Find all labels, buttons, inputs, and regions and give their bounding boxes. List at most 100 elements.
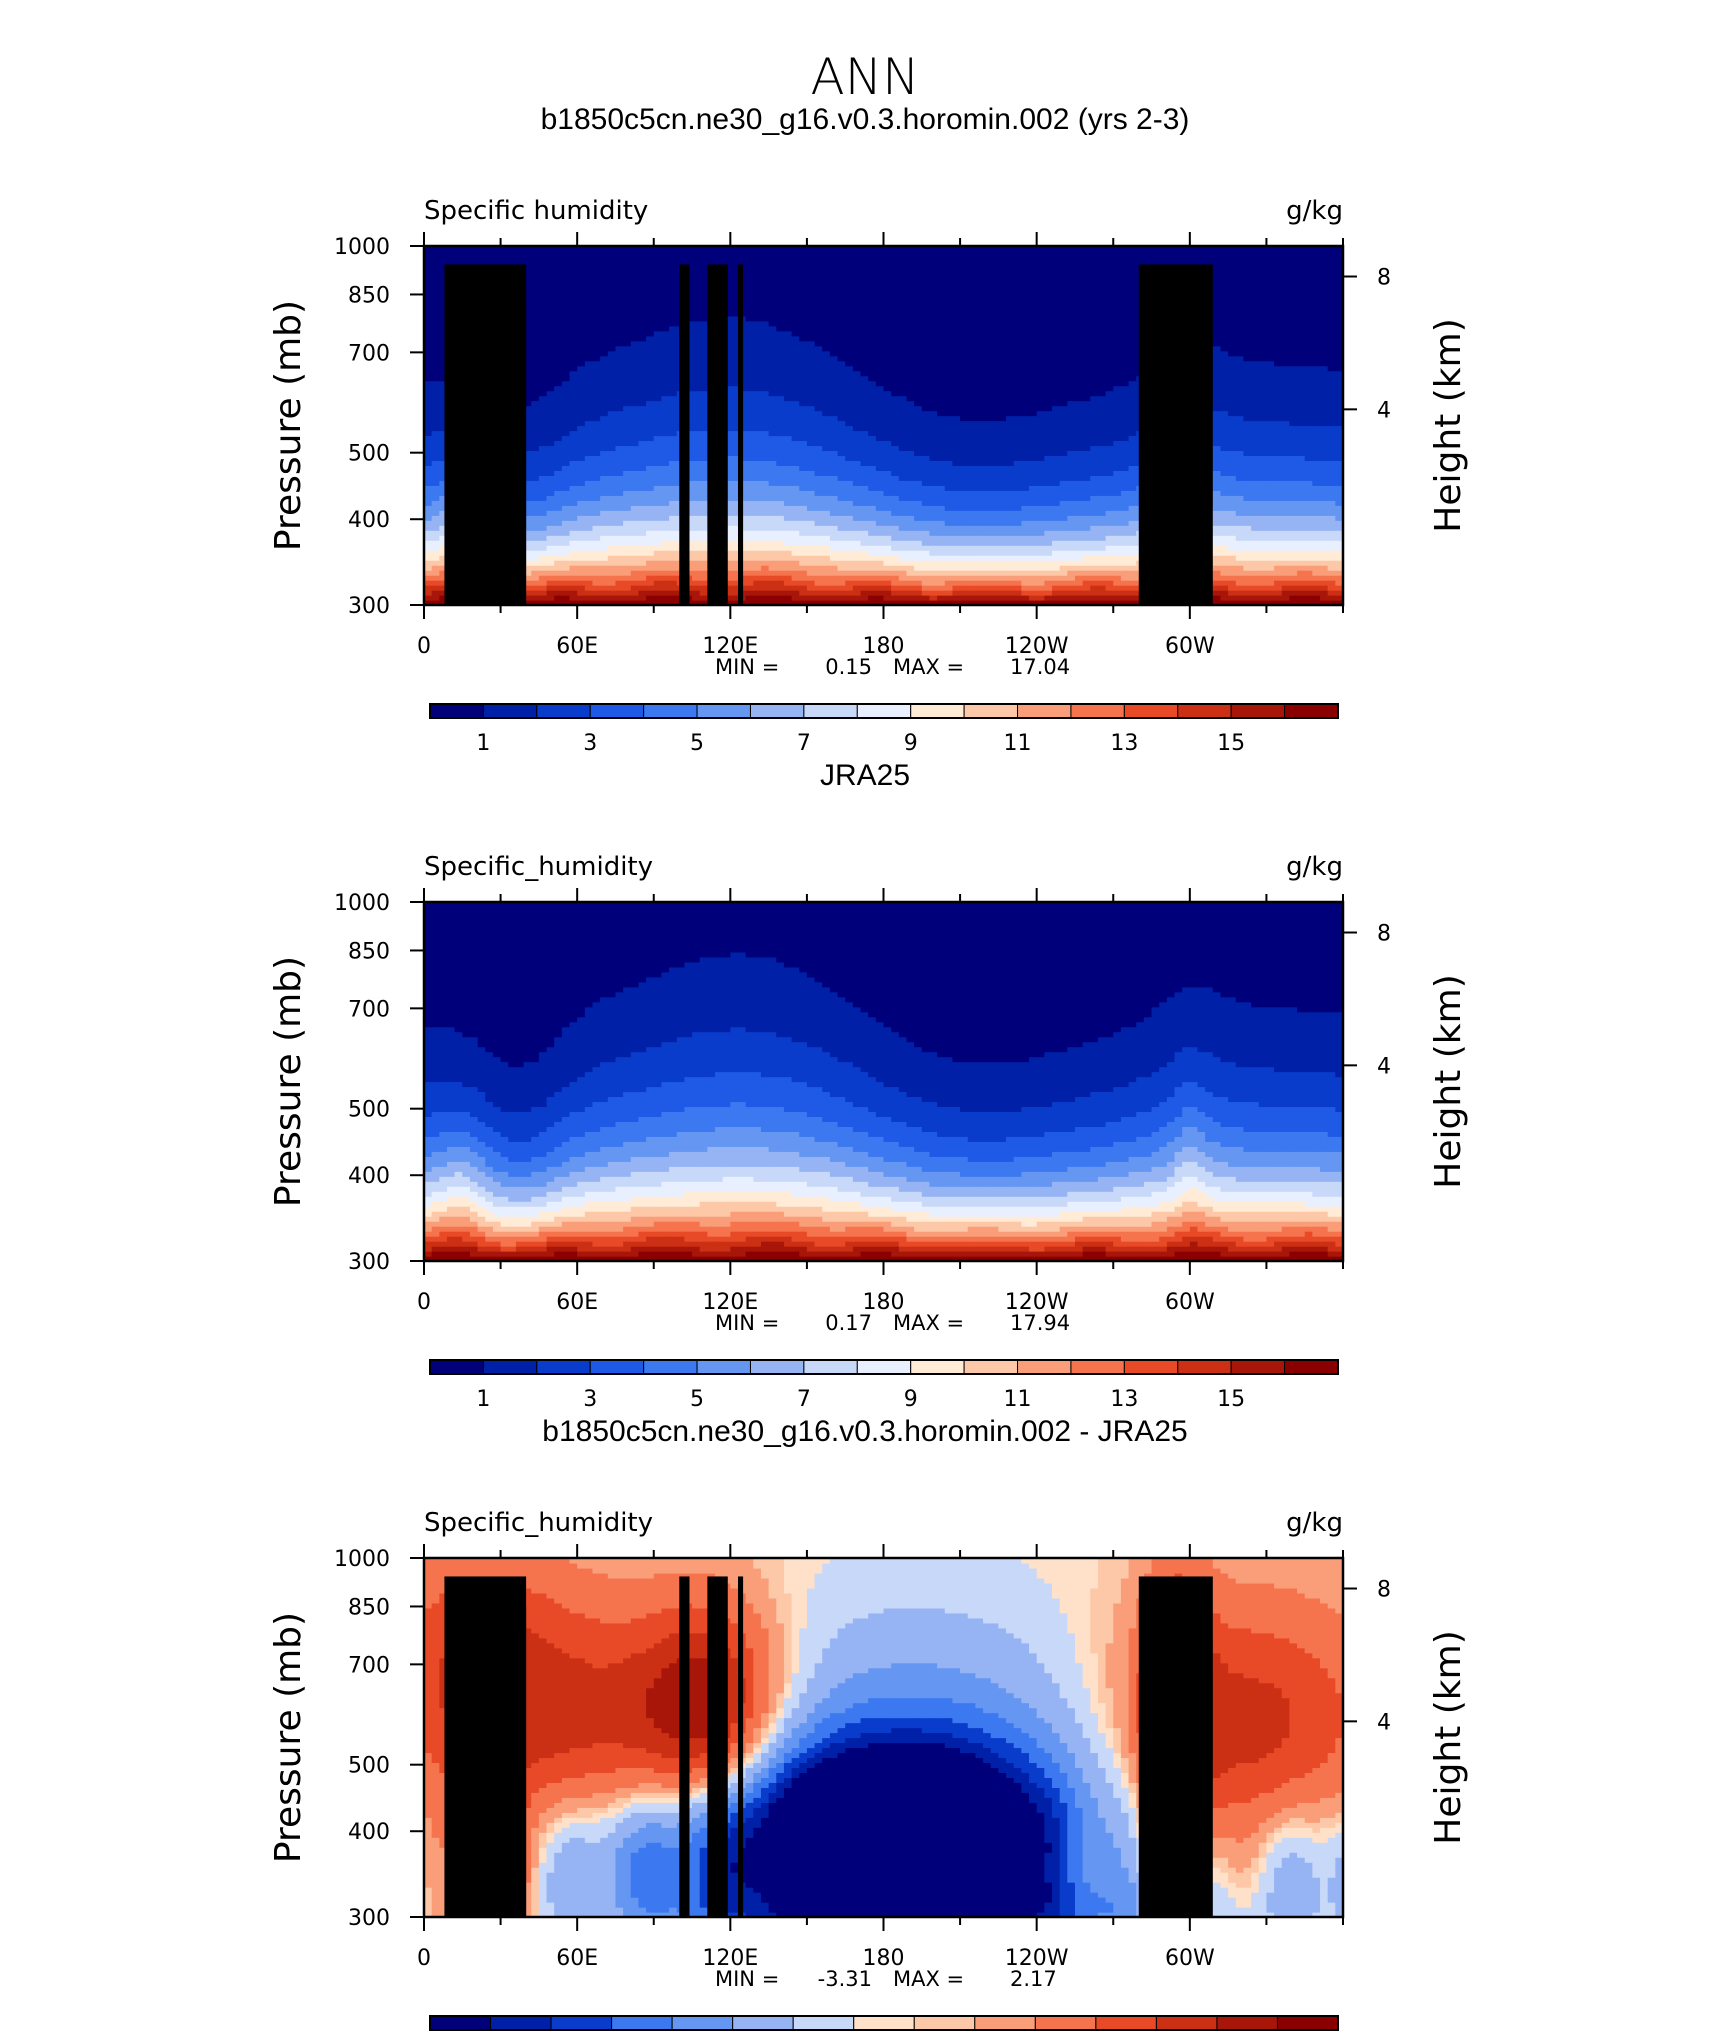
field-cell	[937, 480, 946, 486]
field-cell	[661, 600, 670, 606]
field-cell	[952, 480, 961, 486]
field-cell	[669, 555, 678, 561]
field-cell	[653, 420, 663, 427]
field-cell	[745, 470, 754, 476]
field-cell	[1220, 485, 1229, 491]
field-cell	[944, 555, 954, 561]
field-cell	[975, 435, 984, 442]
field-cell	[1289, 490, 1298, 496]
field-cell	[898, 505, 908, 511]
field-cell	[1021, 480, 1030, 486]
field-cell	[845, 485, 854, 491]
field-cell	[1113, 405, 1122, 412]
field-cell	[1312, 580, 1321, 586]
field-cell	[875, 530, 885, 536]
field-cell	[638, 455, 647, 462]
field-cell	[837, 590, 846, 596]
field-cell	[776, 425, 785, 432]
field-cell	[998, 590, 1007, 596]
field-cell	[814, 510, 823, 516]
field-cell	[1120, 465, 1130, 471]
field-cell	[1266, 570, 1275, 576]
field-cell	[577, 575, 586, 581]
field-cell	[1266, 485, 1275, 491]
field-cell	[1013, 435, 1022, 442]
field-cell	[753, 585, 762, 591]
field-cell	[653, 470, 663, 476]
field-cell	[1297, 415, 1306, 422]
field-cell	[1212, 540, 1222, 546]
field-cell	[1281, 535, 1290, 541]
field-cell	[569, 460, 578, 466]
field-cell	[875, 425, 885, 432]
field-cell	[1036, 580, 1045, 586]
field-cell	[1235, 550, 1245, 556]
field-cell	[944, 485, 954, 491]
field-cell	[669, 545, 678, 551]
field-cell	[1006, 475, 1015, 481]
field-cell	[1274, 425, 1283, 432]
field-cell	[1067, 585, 1076, 591]
field-cell	[783, 570, 793, 576]
field-cell	[1297, 400, 1306, 407]
field-cell	[1051, 450, 1061, 457]
field-cell	[760, 500, 770, 506]
field-cell	[1006, 535, 1015, 541]
field-cell	[577, 505, 586, 511]
field-cell	[615, 415, 624, 422]
field-cell	[760, 480, 770, 486]
field-cell	[914, 505, 923, 511]
field-cell	[829, 500, 839, 506]
field-cell	[975, 405, 984, 412]
field-cell	[1074, 485, 1084, 491]
field-cell	[1251, 415, 1260, 422]
field-cell	[1113, 475, 1122, 481]
field-cell	[983, 555, 992, 561]
field-cell	[646, 570, 655, 576]
field-cell	[983, 425, 992, 432]
field-cell	[1021, 535, 1030, 541]
field-cell	[967, 495, 976, 501]
field-cell	[814, 600, 823, 606]
field-cell	[1243, 520, 1252, 526]
field-cell	[1235, 430, 1245, 437]
field-cell	[799, 460, 808, 466]
field-cell	[937, 565, 946, 571]
field-cell	[1059, 540, 1068, 546]
field-cell	[653, 445, 663, 452]
field-cell	[692, 435, 701, 442]
field-cell	[814, 425, 823, 432]
field-cell	[791, 485, 800, 491]
field-cell	[1013, 535, 1022, 541]
field-cell	[967, 405, 976, 412]
field-cell	[730, 560, 739, 566]
field-cell	[760, 430, 770, 437]
field-cell	[1082, 410, 1091, 417]
field-cell	[1281, 475, 1290, 481]
field-cell	[431, 420, 440, 427]
field-cell	[921, 540, 931, 546]
field-cell	[952, 595, 961, 601]
field-cell	[638, 465, 647, 471]
field-cell	[845, 395, 854, 402]
field-cell	[607, 460, 617, 466]
field-cell	[1036, 520, 1045, 526]
field-cell	[975, 575, 984, 581]
field-cell	[1312, 470, 1321, 476]
field-cell	[561, 470, 571, 476]
field-cell	[998, 555, 1007, 561]
field-cell	[1059, 450, 1068, 457]
field-cell	[1212, 600, 1222, 606]
field-cell	[546, 395, 555, 402]
field-cell	[829, 540, 839, 546]
field-cell	[814, 505, 823, 511]
field-cell	[1327, 495, 1336, 501]
field-cell	[837, 585, 846, 591]
field-cell	[1235, 460, 1245, 466]
field-cell	[1036, 400, 1045, 407]
field-cell	[1128, 520, 1137, 526]
field-cell	[1006, 555, 1015, 561]
field-cell	[569, 515, 578, 521]
field-cell	[937, 555, 946, 561]
field-cell	[1304, 475, 1313, 481]
